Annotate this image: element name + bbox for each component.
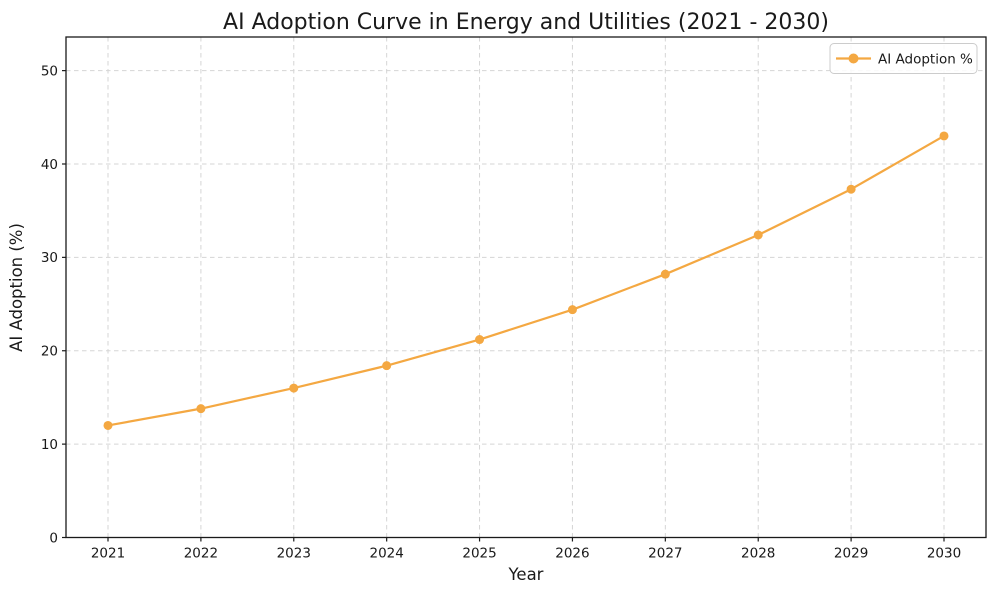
data-point	[475, 335, 485, 345]
tick-layer	[62, 70, 945, 542]
y-tick-label: 50	[41, 63, 58, 79]
x-tick-label: 2027	[648, 546, 682, 562]
y-tick-label: 40	[41, 157, 58, 173]
x-tick-label: 2024	[369, 546, 403, 562]
data-point	[289, 383, 299, 393]
data-point	[382, 361, 392, 371]
x-tick-label: 2022	[184, 546, 218, 562]
chart-title: AI Adoption Curve in Energy and Utilitie…	[223, 10, 829, 35]
data-point	[660, 269, 670, 279]
legend: AI Adoption %	[829, 43, 978, 74]
x-tick-label: 2026	[555, 546, 589, 562]
y-tick-label: 20	[41, 344, 58, 360]
legend-entry-label: AI Adoption %	[878, 52, 973, 68]
legend-box	[829, 43, 978, 74]
x-tick-label: 2023	[277, 546, 311, 562]
x-tick-label: 2021	[91, 546, 125, 562]
series-layer	[103, 131, 949, 430]
x-tick-label: 2030	[927, 546, 961, 562]
data-point	[753, 230, 763, 240]
data-point	[567, 305, 577, 315]
x-tick-label: 2028	[741, 546, 775, 562]
data-point	[196, 404, 206, 414]
y-tick-label: 30	[41, 250, 58, 266]
data-point	[939, 131, 949, 141]
data-point	[103, 420, 113, 430]
legend-marker-icon	[848, 53, 859, 64]
series-line	[106, 134, 946, 427]
x-tick-label: 2025	[462, 546, 496, 562]
y-tick-label: 0	[49, 530, 58, 546]
tick-label-layer: 2021 2022 2023 2024 2025 2026 2027 2028 2029 2030…	[41, 63, 961, 561]
x-axis-label: Year	[508, 565, 544, 584]
y-tick-label: 10	[41, 437, 58, 453]
x-tick-label: 2029	[834, 546, 868, 562]
plot-border	[65, 36, 987, 539]
data-point	[846, 184, 856, 194]
grid-layer	[66, 37, 986, 538]
y-axis-label: AI Adoption (%)	[7, 223, 26, 352]
